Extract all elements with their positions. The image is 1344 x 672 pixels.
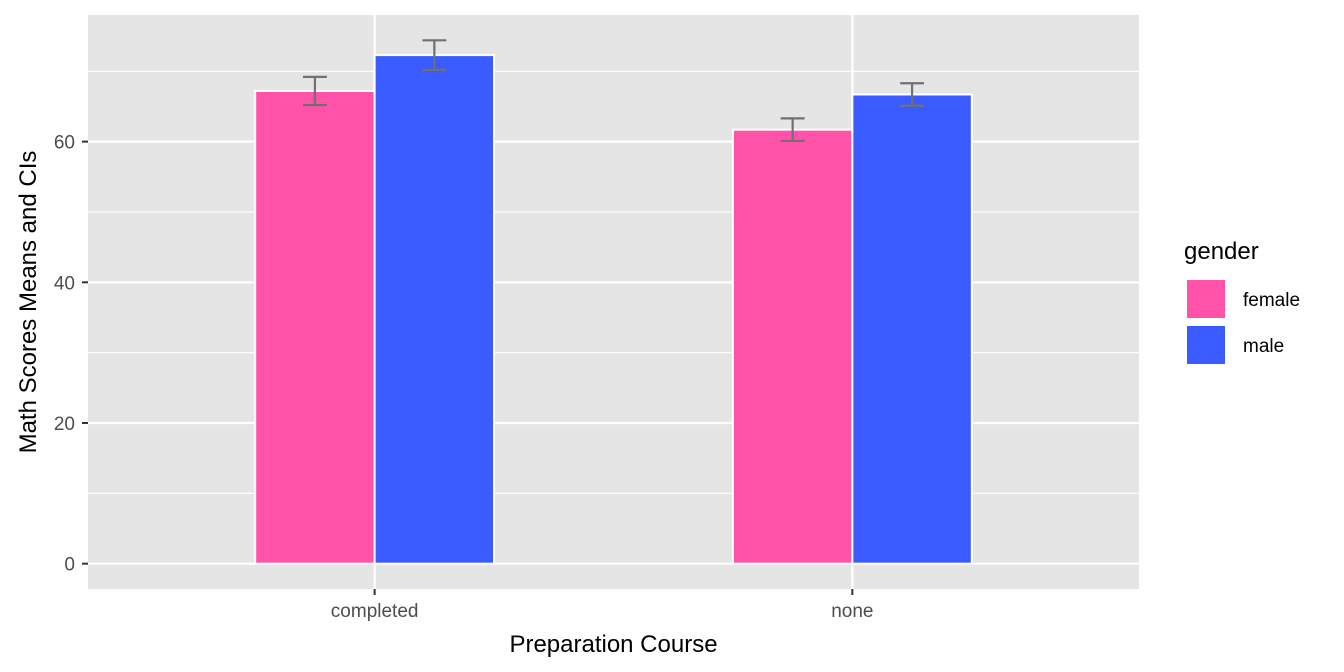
bar-female-none bbox=[731, 128, 854, 565]
bar-female-completed bbox=[254, 89, 376, 565]
y-tick-label: 60 bbox=[54, 133, 75, 154]
y-tick-label: 40 bbox=[54, 273, 75, 294]
plot-panel bbox=[88, 15, 1139, 589]
legend-swatch-male bbox=[1185, 324, 1227, 366]
legend-title: gender bbox=[1184, 238, 1259, 265]
error-bars bbox=[302, 39, 925, 143]
x-tick-label: none bbox=[831, 601, 873, 622]
legend-label-female: female bbox=[1243, 290, 1300, 311]
x-axis-title: Preparation Course bbox=[509, 631, 717, 658]
bar-male-none bbox=[851, 93, 973, 565]
y-axis: 0 20 40 60 bbox=[54, 133, 88, 576]
bars bbox=[254, 54, 973, 565]
y-tick-label: 0 bbox=[64, 555, 75, 576]
x-tick-label: completed bbox=[331, 601, 419, 622]
y-axis-title: Math Scores Means and CIs bbox=[15, 151, 42, 454]
x-axis: completed none bbox=[331, 589, 874, 622]
bar-male-completed bbox=[373, 54, 496, 565]
legend-swatch-female bbox=[1185, 278, 1227, 320]
legend: gender female male bbox=[1184, 238, 1300, 366]
legend-label-male: male bbox=[1243, 336, 1284, 357]
y-tick-label: 20 bbox=[54, 414, 75, 435]
